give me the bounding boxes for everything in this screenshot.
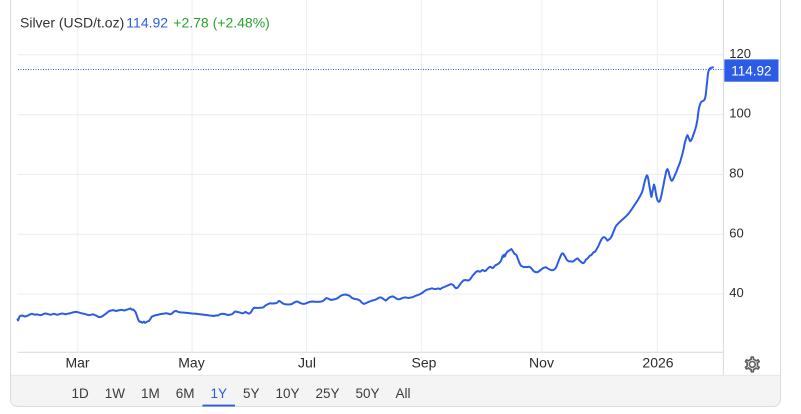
svg-text:2026: 2026 — [642, 355, 673, 371]
svg-text:114.92: 114.92 — [731, 63, 771, 78]
svg-text:Mar: Mar — [65, 355, 89, 371]
svg-text:+2.78 (+2.48%): +2.78 (+2.48%) — [173, 14, 270, 30]
svg-text:114.92: 114.92 — [126, 14, 168, 30]
svg-text:Nov: Nov — [529, 355, 554, 371]
svg-text:120: 120 — [729, 46, 751, 61]
svg-text:1W: 1W — [105, 386, 126, 401]
svg-text:1M: 1M — [141, 386, 160, 401]
svg-text:80: 80 — [729, 166, 743, 181]
svg-text:1D: 1D — [71, 386, 89, 401]
svg-text:Silver (USD/t.oz): Silver (USD/t.oz) — [20, 14, 124, 30]
svg-text:100: 100 — [729, 106, 751, 121]
svg-text:1Y: 1Y — [210, 386, 227, 401]
svg-text:5Y: 5Y — [243, 386, 260, 401]
svg-text:10Y: 10Y — [275, 386, 299, 401]
svg-text:All: All — [395, 386, 410, 401]
svg-text:Jul: Jul — [298, 355, 316, 371]
svg-text:40: 40 — [729, 285, 743, 300]
svg-text:50Y: 50Y — [355, 386, 379, 401]
svg-text:6M: 6M — [176, 386, 195, 401]
svg-text:25Y: 25Y — [315, 386, 339, 401]
svg-text:May: May — [178, 355, 204, 371]
svg-text:60: 60 — [729, 225, 743, 240]
svg-text:Sep: Sep — [412, 355, 437, 371]
